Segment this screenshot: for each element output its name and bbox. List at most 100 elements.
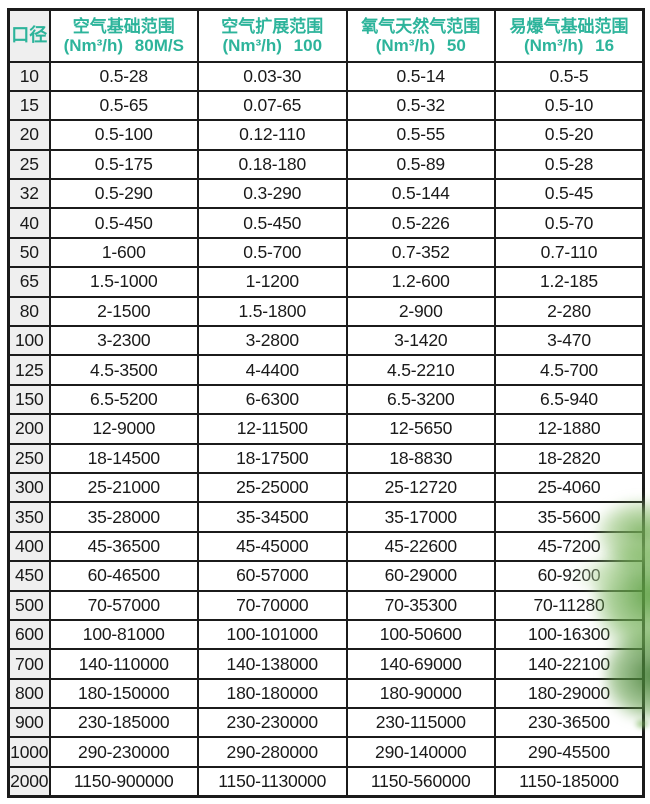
range-cell: 4.5-700 [494, 354, 645, 386]
range-cell: 6.5-5200 [48, 383, 199, 416]
diameter-cell: 1000 [7, 736, 51, 768]
header-air-basic-title: 空气基础范围 [72, 16, 175, 36]
table-row: 1000 290-230000 290-280000 290-140000 290-45… [7, 736, 645, 768]
range-cell: 3-1420 [345, 325, 496, 357]
range-cell: 1150-1130000 [197, 765, 348, 798]
range-cell: 230-230000 [197, 707, 348, 739]
range-cell: 1-1200 [197, 266, 348, 298]
header-diameter-label: 口径 [11, 25, 48, 46]
range-cell: 0.5-700 [197, 236, 348, 269]
range-cell: 230-185000 [48, 707, 199, 739]
range-cell: 0.5-100 [48, 119, 199, 151]
table-row: 450 60-46500 60-57000 60-29000 60-9200 [7, 560, 645, 592]
range-cell: 1.2-185 [494, 266, 645, 298]
range-cell: 0.5-14 [345, 60, 496, 92]
flow-range-table: 口径 空气基础范围 (Nm³/h) 80M/S 空气扩展范围 (Nm³/h) 1… [7, 8, 645, 798]
range-cell: 18-8830 [345, 442, 496, 474]
range-cell: 1150-185000 [494, 765, 645, 798]
diameter-cell: 32 [7, 178, 51, 210]
diameter-cell: 300 [7, 471, 51, 504]
header-oxygen-gas-range: 氧气天然气范围 (Nm³/h) 50 [345, 8, 496, 63]
range-cell: 45-36500 [48, 530, 199, 563]
diameter-cell: 900 [7, 707, 51, 739]
range-cell: 4.5-2210 [345, 354, 496, 386]
range-cell: 0.03-30 [197, 60, 348, 92]
range-cell: 1150-900000 [48, 765, 199, 798]
range-cell: 180-180000 [197, 677, 348, 710]
range-cell: 12-11500 [197, 413, 348, 445]
range-cell: 60-29000 [345, 560, 496, 592]
table-row: 50 1-600 0.5-700 0.7-352 0.7-110 [7, 236, 645, 269]
range-cell: 1-600 [48, 236, 199, 269]
table-body: 10 0.5-28 0.03-30 0.5-14 0.5-5 15 0.5-65 0.07-6… [7, 60, 645, 798]
range-cell: 100-16300 [494, 618, 645, 651]
diameter-cell: 450 [7, 560, 51, 592]
range-cell: 0.5-20 [494, 119, 645, 151]
range-cell: 290-140000 [345, 736, 496, 768]
range-cell: 70-11280 [494, 589, 645, 621]
range-cell: 230-115000 [345, 707, 496, 739]
range-cell: 100-50600 [345, 618, 496, 651]
range-cell: 6.5-3200 [345, 383, 496, 416]
range-cell: 70-35300 [345, 589, 496, 621]
range-cell: 100-101000 [197, 618, 348, 651]
range-cell: 4-4400 [197, 354, 348, 386]
range-cell: 0.5-55 [345, 119, 496, 151]
diameter-cell: 600 [7, 618, 51, 651]
table-row: 2000 1150-900000 1150-1130000 1150-560000 11… [7, 765, 645, 798]
range-cell: 18-14500 [48, 442, 199, 474]
table-row: 900 230-185000 230-230000 230-115000 230-365… [7, 707, 645, 739]
header-air-extended-title: 空气扩展范围 [221, 16, 324, 36]
range-cell: 140-69000 [345, 648, 496, 680]
diameter-cell: 50 [7, 236, 51, 269]
header-diameter: 口径 [7, 8, 51, 63]
range-cell: 0.5-45 [494, 178, 645, 210]
diameter-cell: 25 [7, 148, 51, 181]
diameter-cell: 200 [7, 413, 51, 445]
range-cell: 0.5-89 [345, 148, 496, 181]
table-row: 80 2-1500 1.5-1800 2-900 2-280 [7, 295, 645, 328]
range-cell: 1.5-1800 [197, 295, 348, 328]
header-air-extended-subtitle: (Nm³/h) 100 [222, 35, 323, 55]
range-cell: 6.5-940 [494, 383, 645, 416]
range-cell: 12-9000 [48, 413, 199, 445]
header-air-basic-range: 空气基础范围 (Nm³/h) 80M/S [48, 8, 199, 63]
range-cell: 6-6300 [197, 383, 348, 416]
range-cell: 2-280 [494, 295, 645, 328]
range-cell: 0.5-70 [494, 207, 645, 239]
table-row: 32 0.5-290 0.3-290 0.5-144 0.5-45 [7, 178, 645, 210]
range-cell: 0.5-32 [345, 89, 496, 122]
range-cell: 45-22600 [345, 530, 496, 563]
range-cell: 60-57000 [197, 560, 348, 592]
range-cell: 0.5-450 [197, 207, 348, 239]
table-row: 125 4.5-3500 4-4400 4.5-2210 4.5-700 [7, 354, 645, 386]
diameter-cell: 2000 [7, 765, 51, 798]
diameter-cell: 150 [7, 383, 51, 416]
range-cell: 25-4060 [494, 471, 645, 504]
range-cell: 0.12-110 [197, 119, 348, 151]
diameter-cell: 400 [7, 530, 51, 563]
table-row: 65 1.5-1000 1-1200 1.2-600 1.2-185 [7, 266, 645, 298]
range-cell: 180-150000 [48, 677, 199, 710]
diameter-cell: 350 [7, 501, 51, 533]
range-cell: 35-34500 [197, 501, 348, 533]
table-row: 25 0.5-175 0.18-180 0.5-89 0.5-28 [7, 148, 645, 181]
range-cell: 0.5-290 [48, 178, 199, 210]
range-cell: 230-36500 [494, 707, 645, 739]
range-cell: 4.5-3500 [48, 354, 199, 386]
range-cell: 140-138000 [197, 648, 348, 680]
range-cell: 0.5-28 [494, 148, 645, 181]
range-cell: 18-17500 [197, 442, 348, 474]
range-cell: 180-29000 [494, 677, 645, 710]
range-cell: 140-110000 [48, 648, 199, 680]
table-row: 800 180-150000 180-180000 180-90000 180-2900… [7, 677, 645, 710]
diameter-cell: 65 [7, 266, 51, 298]
diameter-cell: 15 [7, 89, 51, 122]
range-cell: 290-280000 [197, 736, 348, 768]
diameter-cell: 20 [7, 119, 51, 151]
range-cell: 2-1500 [48, 295, 199, 328]
range-cell: 12-5650 [345, 413, 496, 445]
range-cell: 45-45000 [197, 530, 348, 563]
diameter-cell: 100 [7, 325, 51, 357]
